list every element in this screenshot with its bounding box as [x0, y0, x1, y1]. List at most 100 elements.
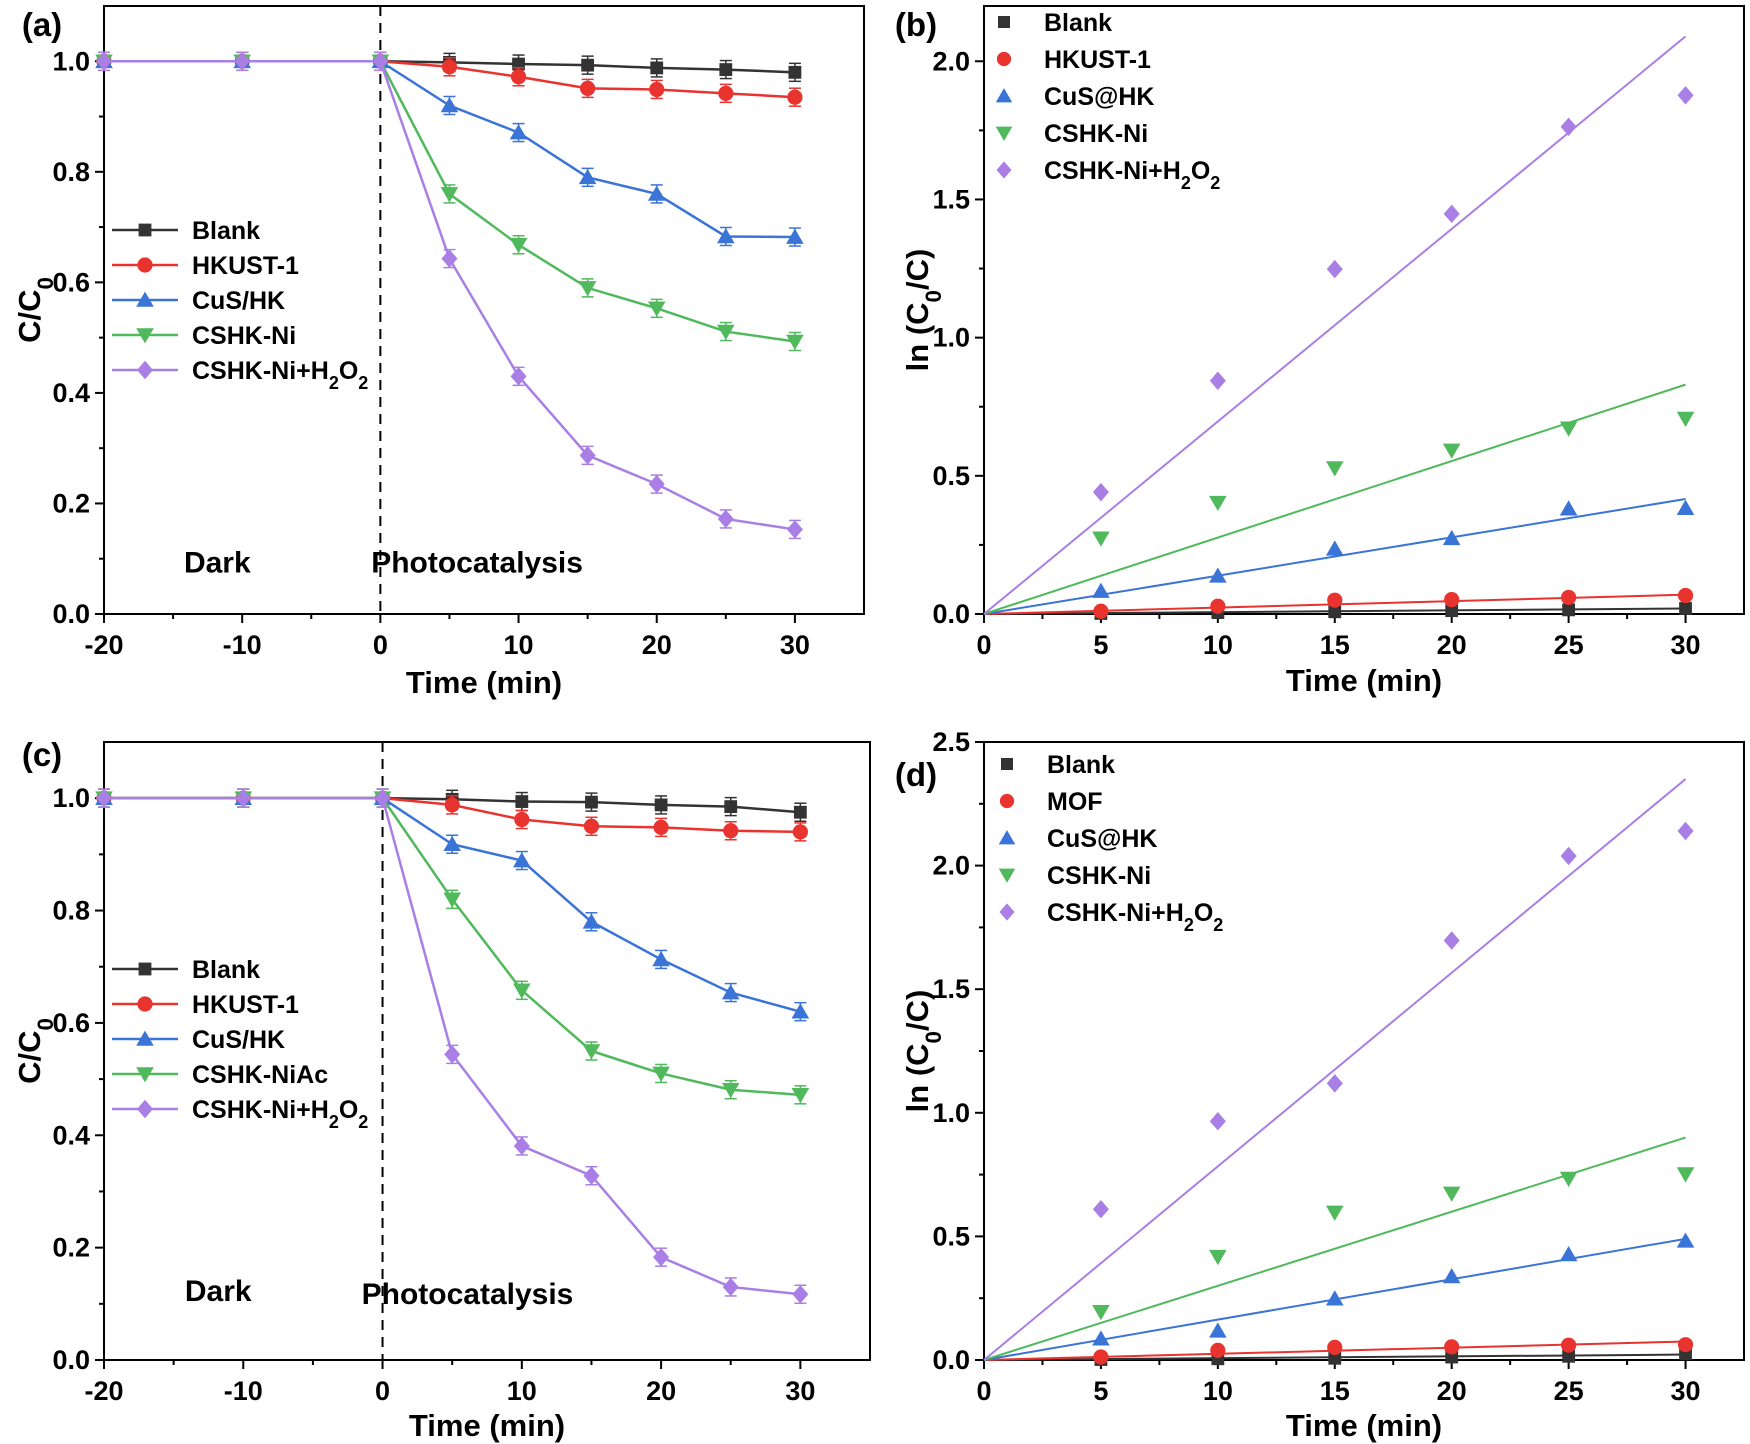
data-point	[1442, 1186, 1461, 1202]
data-point	[1325, 540, 1344, 556]
legend-item-mof: MOF	[999, 788, 1103, 816]
y-tick-label: 0.0	[52, 599, 90, 629]
x-tick-label: 30	[780, 630, 810, 660]
x-axis-title: Time (min)	[1286, 1408, 1442, 1443]
legend-marker	[995, 126, 1013, 141]
panel-label: (a)	[22, 6, 62, 43]
data-point	[235, 788, 252, 808]
legend-label: HKUST-1	[1044, 46, 1151, 74]
data-point	[1327, 592, 1343, 608]
legend-marker	[995, 88, 1013, 103]
legend-item-cshk-ni: CSHK-Ni	[995, 120, 1148, 148]
data-point	[1679, 602, 1692, 615]
data-point	[791, 1088, 810, 1104]
data-point	[440, 97, 459, 113]
fit-line	[983, 778, 1687, 1361]
series-mof	[983, 1337, 1694, 1365]
panel-label: (d)	[895, 756, 937, 793]
data-point	[721, 984, 740, 1000]
chart-panel-c: -20 -10 0 10 20 30 0.0 0.2 0.4 0.6 0.8 1.0 Time (min…	[12, 736, 871, 1443]
data-point	[786, 520, 803, 539]
data-point	[1442, 1268, 1461, 1284]
data-point	[1093, 1349, 1109, 1365]
plot-frame	[103, 741, 871, 1361]
annotation-dark: Dark	[184, 547, 251, 580]
x-tick-label: 25	[1554, 1376, 1584, 1406]
data-point	[719, 63, 733, 76]
legend-label: CSHK-Ni	[1047, 862, 1151, 890]
y-tick-label: 0.5	[932, 461, 970, 491]
legend-marker	[138, 962, 152, 976]
legend-marker	[996, 161, 1012, 179]
plot-frame	[983, 5, 1745, 615]
legend-label: CuS@HK	[1047, 825, 1158, 853]
data-point	[1562, 1349, 1576, 1363]
data-point	[1559, 500, 1578, 516]
legend-label: MOF	[1047, 788, 1103, 816]
data-point	[1209, 495, 1227, 512]
data-point	[1325, 461, 1344, 477]
series-cshk-ni-h2o2	[96, 788, 809, 1305]
data-point	[1328, 605, 1342, 619]
data-point	[1326, 259, 1343, 279]
x-tick-label: 0	[375, 1376, 390, 1406]
x-tick-label: 20	[642, 630, 672, 660]
data-point	[786, 334, 804, 350]
data-point	[583, 818, 600, 834]
data-point	[717, 324, 735, 340]
series-cshk-ni-h2o2	[983, 35, 1694, 615]
x-tick-label: 30	[1671, 630, 1701, 660]
fit-line	[983, 1136, 1686, 1361]
legend-item-hkust-1: HKUST-1	[112, 991, 299, 1019]
data-point	[444, 1045, 461, 1064]
legend-label: Blank	[192, 217, 260, 245]
data-point	[652, 951, 670, 967]
legend-item-cshk-ni-h2o2: CSHK-Ni+H2O2	[996, 157, 1220, 193]
x-tick-label: 0	[976, 630, 991, 660]
legend-item-cshk-ni-h2o2: CSHK-Ni+H2O2	[999, 899, 1223, 935]
y-tick-label: 2.5	[932, 727, 970, 757]
y-tick-label: 1.0	[52, 783, 90, 813]
data-point	[1560, 117, 1577, 136]
series-cus-hk	[983, 498, 1695, 615]
y-tick-label: 1.0	[932, 1098, 970, 1128]
legend-item-hkust-1: HKUST-1	[112, 252, 299, 280]
data-point	[515, 795, 529, 808]
series-hkust-1	[983, 587, 1694, 619]
y-tick-label: 1.5	[932, 184, 970, 214]
series-cshk-ni	[983, 383, 1695, 615]
data-point	[650, 61, 664, 75]
data-point	[1092, 582, 1110, 598]
data-point	[582, 913, 601, 929]
x-tick-label: -10	[224, 1376, 263, 1406]
data-point	[1443, 204, 1460, 224]
y-tick-label: 0.6	[52, 267, 90, 297]
x-tick-label: 20	[1437, 1376, 1467, 1406]
x-tick-label: 10	[1203, 630, 1233, 660]
data-point	[1328, 1351, 1342, 1365]
x-tick-label: 10	[504, 630, 534, 660]
data-point	[647, 301, 666, 317]
legend-item-blank: Blank	[1001, 751, 1115, 779]
legend: Blank HKUST-1 CuS@HK CSHK-Ni CSHK-Ni+H2O2	[995, 9, 1220, 193]
data-point	[1677, 1337, 1694, 1353]
data-point	[1676, 1232, 1695, 1248]
data-point	[1092, 1200, 1109, 1219]
data-point	[1677, 821, 1694, 841]
data-point	[1209, 1249, 1227, 1266]
series-cshk-ni-h2o2	[983, 778, 1694, 1361]
x-tick-label: 10	[507, 1376, 537, 1406]
data-point	[792, 824, 808, 840]
x-tick-label: 15	[1320, 630, 1350, 660]
legend-item-cus-hk: CuS/HK	[112, 1026, 285, 1054]
fit-line	[983, 383, 1686, 615]
legend-label: HKUST-1	[192, 252, 299, 280]
data-point	[723, 823, 739, 839]
x-tick-label: 5	[1093, 630, 1108, 660]
x-tick-label: 20	[646, 1376, 676, 1406]
legend-item-blank: Blank	[112, 217, 260, 245]
data-point	[1210, 1342, 1226, 1358]
annotation-dark: Dark	[185, 1275, 252, 1308]
y-axis-title: C/C0	[12, 1018, 58, 1084]
data-point	[578, 281, 597, 297]
